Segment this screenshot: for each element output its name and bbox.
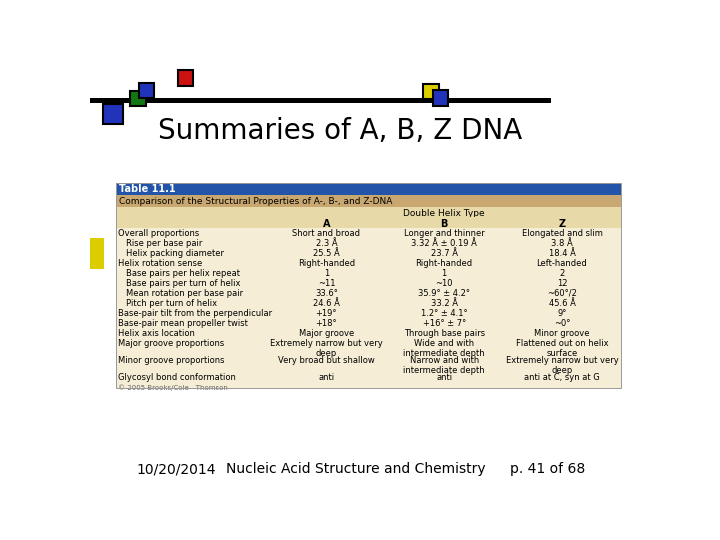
Text: Through base pairs: Through base pairs [404, 329, 485, 338]
Bar [178, 70, 193, 85]
Text: Short and broad: Short and broad [292, 229, 361, 238]
Text: Wide and with
intermediate depth: Wide and with intermediate depth [403, 339, 485, 359]
Text: 24.6 Å: 24.6 Å [313, 299, 340, 308]
Text: Elongated and slim: Elongated and slim [521, 229, 603, 238]
Text: ~10: ~10 [436, 279, 453, 288]
Text: 12: 12 [557, 279, 567, 288]
Text: ~0°: ~0° [554, 319, 570, 328]
Text: 3.8 Å: 3.8 Å [551, 239, 573, 248]
Text: Very broad but shallow: Very broad but shallow [278, 356, 374, 365]
Bar [130, 91, 145, 106]
Text: Summaries of A, B, Z DNA: Summaries of A, B, Z DNA [158, 117, 523, 145]
Text: 23.7 Å: 23.7 Å [431, 249, 458, 258]
Bar [116, 195, 621, 207]
Text: p. 41 of 68: p. 41 of 68 [510, 462, 585, 476]
Bar [116, 183, 621, 388]
Text: 3.32 Å ± 0.19 Å: 3.32 Å ± 0.19 Å [411, 239, 477, 248]
Bar [116, 217, 621, 228]
Text: Base-pair mean propeller twist: Base-pair mean propeller twist [118, 319, 248, 328]
Text: 25.5 Å: 25.5 Å [313, 249, 340, 258]
Text: 1: 1 [441, 269, 447, 278]
Text: Glycosyl bond conformation: Glycosyl bond conformation [118, 373, 235, 382]
Text: ~11: ~11 [318, 279, 335, 288]
Text: +18°: +18° [315, 319, 337, 328]
Text: 2.3 Å: 2.3 Å [315, 239, 337, 248]
Text: Helix axis location: Helix axis location [118, 329, 195, 338]
Text: 35.9° ± 4.2°: 35.9° ± 4.2° [418, 289, 470, 298]
Text: Major groove proportions: Major groove proportions [118, 339, 224, 348]
Text: Base pairs per helix repeat: Base pairs per helix repeat [126, 269, 240, 278]
Bar [423, 84, 438, 99]
Bar [90, 238, 104, 269]
Bar [433, 90, 448, 106]
Text: Table 11.1: Table 11.1 [119, 184, 175, 194]
Text: Base-pair tilt from the perpendicular: Base-pair tilt from the perpendicular [118, 309, 272, 318]
Text: 1: 1 [324, 269, 329, 278]
Text: Z: Z [559, 219, 565, 229]
Text: © 2005 Brooks/Cole - Thomson: © 2005 Brooks/Cole - Thomson [118, 384, 228, 391]
Text: 9°: 9° [557, 309, 567, 318]
Text: Overall proportions: Overall proportions [118, 229, 199, 238]
Text: Minor groove proportions: Minor groove proportions [118, 356, 225, 365]
Text: Left-handed: Left-handed [536, 259, 588, 268]
Bar [116, 183, 621, 195]
Text: B: B [441, 219, 448, 229]
Text: +19°: +19° [315, 309, 337, 318]
Text: Right-handed: Right-handed [415, 259, 473, 268]
Text: 2: 2 [559, 269, 564, 278]
Text: Extremely narrow but very
deep: Extremely narrow but very deep [270, 339, 383, 359]
Bar [90, 98, 551, 103]
Text: Longer and thinner: Longer and thinner [404, 229, 485, 238]
Text: anti: anti [318, 373, 334, 382]
Bar [116, 228, 621, 388]
Text: Helix packing diameter: Helix packing diameter [126, 249, 224, 258]
Text: Helix rotation sense: Helix rotation sense [118, 259, 202, 268]
Text: 18.4 Å: 18.4 Å [549, 249, 575, 258]
Bar [139, 83, 154, 98]
Text: 1.2° ± 4.1°: 1.2° ± 4.1° [421, 309, 467, 318]
Text: +16° ± 7°: +16° ± 7° [423, 319, 466, 328]
Text: A: A [323, 219, 330, 229]
Text: Minor groove: Minor groove [534, 329, 590, 338]
Text: Pitch per turn of helix: Pitch per turn of helix [126, 299, 217, 308]
Text: Base pairs per turn of helix: Base pairs per turn of helix [126, 279, 240, 288]
Text: Comparison of the Structural Properties of A-, B-, and Z-DNA: Comparison of the Structural Properties … [119, 197, 392, 206]
Text: Rise per base pair: Rise per base pair [126, 239, 202, 248]
Text: 33.2 Å: 33.2 Å [431, 299, 458, 308]
Bar [116, 207, 621, 217]
Text: Narrow and with
intermediate depth: Narrow and with intermediate depth [403, 356, 485, 375]
Text: Right-handed: Right-handed [298, 259, 355, 268]
Text: 10/20/2014: 10/20/2014 [137, 462, 216, 476]
Text: Double Helix Type: Double Helix Type [403, 209, 485, 218]
Text: ~60°/2: ~60°/2 [547, 289, 577, 298]
Text: 45.6 Å: 45.6 Å [549, 299, 575, 308]
Text: Extremely narrow but very
deep: Extremely narrow but very deep [505, 356, 618, 375]
Text: anti at C, syn at G: anti at C, syn at G [524, 373, 600, 382]
Text: anti: anti [436, 373, 452, 382]
Text: Flattened out on helix
surface: Flattened out on helix surface [516, 339, 608, 359]
Text: Major groove: Major groove [299, 329, 354, 338]
Text: 33.6°: 33.6° [315, 289, 338, 298]
Text: Nucleic Acid Structure and Chemistry: Nucleic Acid Structure and Chemistry [225, 462, 485, 476]
Bar [103, 104, 123, 124]
Text: Mean rotation per base pair: Mean rotation per base pair [126, 289, 243, 298]
